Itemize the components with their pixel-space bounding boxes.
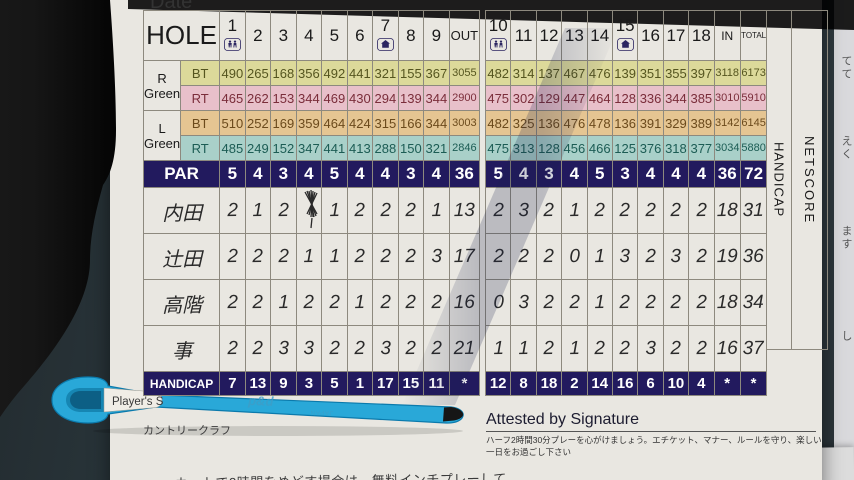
svg-text:Player's S: Player's S [112,396,164,408]
svg-text:JAPAN: JAPAN [310,409,333,416]
